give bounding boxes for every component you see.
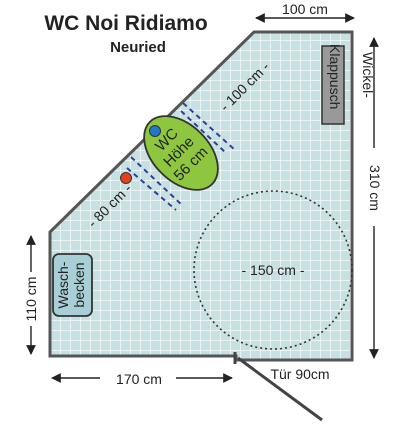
wc-toilet: WC Höhe 56 cm [143,115,219,191]
front-clearance-lines [180,102,236,154]
turning-circle [193,190,353,350]
left-height-label: 110 cm [23,277,39,322]
bottom-width-label: 170 cm [116,371,162,387]
changing-table-label-line2: Klappusch [327,44,343,109]
grab-bar-dot-blue [149,125,161,137]
sink-label-line2: becken [71,262,87,307]
washbasin: Wasch- becken [52,253,93,317]
page-title: WC Noi Ridiamo [44,12,207,35]
dimension-bottom: 170 cm [51,368,233,387]
side-clearance-lines [126,156,184,211]
turning-circle-label: - 150 cm - [241,262,304,278]
dimension-left: 110 cm [20,235,40,355]
door [233,352,323,422]
dimension-top: 100 cm [255,1,355,23]
changing-table: Klappusch Wickel- [321,44,376,125]
door-width-label: Tür 90cm [270,366,329,382]
dimension-right: 310 cm [366,37,384,359]
location-subtitle: Neuried [110,39,166,56]
room-floor [48,30,354,362]
top-width-label: 100 cm [282,1,328,17]
grab-bar-dot-red [120,172,132,184]
svg-text:Klappusch: Klappusch [327,44,343,109]
right-height-label: 310 cm [367,165,383,211]
sink-label-line1: Wasch- [55,261,71,308]
